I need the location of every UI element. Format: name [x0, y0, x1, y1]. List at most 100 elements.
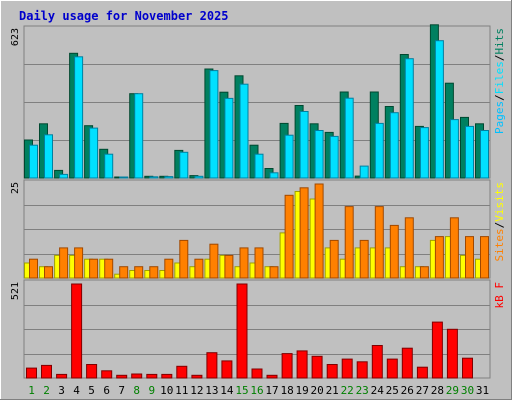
bar-hits-files-day-22 [344, 97, 354, 179]
panel-hits-legend-files: Files [493, 61, 506, 94]
day-label-11: 11 [175, 384, 188, 397]
bar-kbytes-kb-f-day-11 [176, 365, 188, 379]
bar-kbytes-kb-f-day-2 [41, 364, 52, 379]
day-label-29: 29 [446, 384, 459, 397]
bar-kbytes-kb-f-day-23 [356, 361, 368, 379]
bar-kbytes-kb-f-day-19 [296, 350, 308, 379]
bar-kbytes-kb-f-day-13 [206, 352, 218, 379]
day-label-15: 15 [235, 384, 248, 397]
bar-sites-sites-day-8 [134, 266, 144, 279]
bar-sites-sites-day-11 [179, 239, 189, 279]
bar-hits-files-day-26 [404, 58, 414, 179]
bar-sites-sites-day-26 [404, 217, 414, 279]
bar-sites-sites-day-31 [480, 236, 489, 279]
bar-kbytes-kb-f-day-21 [326, 364, 338, 379]
bar-hits-files-day-11 [179, 151, 189, 179]
day-label-4: 4 [73, 384, 80, 397]
bar-sites-sites-day-23 [359, 239, 369, 279]
bar-hits-files-day-10 [164, 176, 174, 179]
panel-hits-legend: Pages/Files/Hits [493, 28, 506, 134]
day-label-18: 18 [280, 384, 293, 397]
bar-sites-sites-day-29 [449, 217, 459, 279]
day-label-20: 20 [310, 384, 323, 397]
day-label-2: 2 [43, 384, 50, 397]
day-label-12: 12 [190, 384, 203, 397]
bar-sites-sites-day-3 [59, 247, 69, 279]
panel-kbytes-legend: kB F [493, 282, 506, 309]
bar-sites-sites-day-24 [374, 206, 384, 279]
bar-sites-sites-day-14 [224, 254, 234, 279]
bar-hits-files-day-17 [269, 172, 279, 179]
bar-kbytes-kb-f-day-9 [146, 373, 158, 379]
bar-hits-files-day-2 [44, 134, 53, 179]
day-label-21: 21 [326, 384, 339, 397]
bar-sites-sites-day-19 [299, 187, 309, 279]
bar-sites-sites-day-20 [314, 183, 324, 279]
day-label-22: 22 [341, 384, 354, 397]
bar-kbytes-kb-f-day-26 [401, 347, 413, 379]
day-label-7: 7 [118, 384, 125, 397]
bar-kbytes-kb-f-day-22 [341, 358, 353, 379]
bar-hits-files-day-8 [134, 93, 144, 179]
panel-kbytes-y-max-label: 521 [10, 282, 21, 300]
bar-sites-sites-day-28 [434, 236, 444, 279]
bar-sites-sites-day-9 [149, 266, 159, 279]
bar-sites-sites-day-18 [284, 194, 294, 279]
day-label-13: 13 [205, 384, 218, 397]
bar-sites-sites-day-21 [329, 239, 339, 279]
panel-hits-legend-separator: / [493, 55, 506, 62]
panel-kbytes-legend-kb-f: kB F [493, 282, 506, 309]
bar-sites-sites-day-27 [419, 266, 429, 279]
bar-kbytes-kb-f-day-10 [161, 373, 173, 379]
day-label-9: 9 [148, 384, 155, 397]
panel-kbytes: 521 kB F [10, 279, 506, 379]
bar-kbytes-kb-f-day-3 [56, 373, 68, 379]
bar-hits-files-day-5 [89, 127, 99, 179]
bar-kbytes-kb-f-day-8 [131, 373, 143, 379]
chart-title: Daily usage for November 2025 [19, 9, 229, 23]
day-label-14: 14 [220, 384, 234, 397]
day-label-6: 6 [103, 384, 110, 397]
bar-hits-files-day-27 [419, 127, 429, 179]
bar-sites-sites-day-10 [164, 258, 174, 279]
bar-hits-files-day-20 [314, 130, 324, 179]
bar-hits-files-day-14 [224, 97, 234, 179]
series-files [29, 40, 489, 179]
day-label-26: 26 [401, 384, 414, 397]
bar-hits-files-day-3 [59, 173, 69, 179]
bar-sites-sites-day-17 [269, 266, 279, 279]
bar-hits-files-day-19 [299, 111, 309, 179]
panel-sites-legend-visits: Visits [493, 182, 506, 222]
bar-kbytes-kb-f-day-6 [101, 370, 113, 379]
day-label-19: 19 [295, 384, 308, 397]
series-kb-f [26, 283, 473, 379]
day-label-1: 1 [28, 384, 35, 397]
bar-kbytes-kb-f-day-4 [71, 283, 83, 379]
bar-kbytes-kb-f-day-20 [311, 355, 323, 379]
bar-kbytes-kb-f-day-25 [386, 358, 398, 379]
bar-kbytes-kb-f-day-18 [281, 353, 293, 379]
bar-hits-files-day-31 [480, 130, 489, 179]
day-label-28: 28 [431, 384, 444, 397]
bar-hits-files-day-24 [374, 122, 384, 179]
bar-hits-files-day-15 [239, 83, 249, 179]
panel-sites-legend-sites: Sites [493, 228, 506, 261]
panel-sites-legend: Sites/Visits [493, 182, 506, 262]
bar-hits-files-day-6 [104, 153, 114, 179]
day-label-27: 27 [416, 384, 429, 397]
bar-hits-files-day-1 [29, 144, 38, 179]
bar-kbytes-kb-f-day-7 [116, 374, 128, 379]
day-label-17: 17 [265, 384, 278, 397]
bar-kbytes-kb-f-day-30 [462, 357, 473, 379]
day-label-24: 24 [371, 384, 385, 397]
bar-kbytes-kb-f-day-12 [191, 374, 203, 379]
day-label-23: 23 [356, 384, 369, 397]
bar-kbytes-kb-f-day-5 [86, 364, 98, 379]
bar-sites-sites-day-6 [104, 258, 114, 279]
day-label-3: 3 [58, 384, 65, 397]
day-label-16: 16 [250, 384, 263, 397]
bar-sites-sites-day-12 [194, 258, 204, 279]
